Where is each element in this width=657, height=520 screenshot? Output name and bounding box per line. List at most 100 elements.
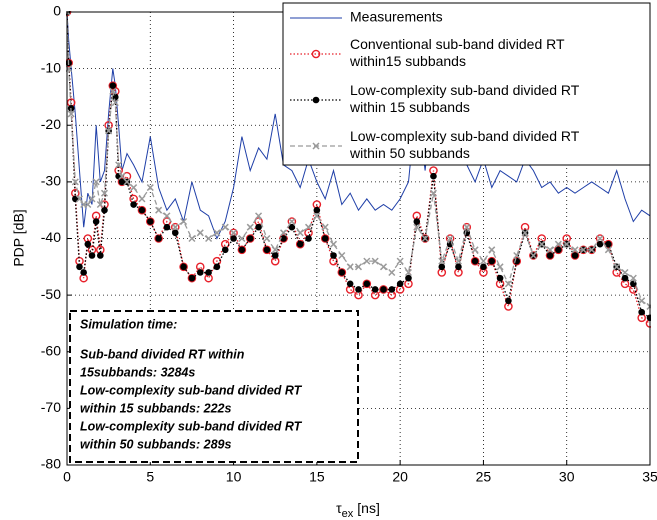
marker [329, 240, 338, 248]
marker [280, 229, 288, 237]
marker [271, 246, 279, 254]
marker [604, 246, 612, 254]
marker [455, 263, 462, 271]
marker [100, 189, 109, 197]
marker [67, 110, 75, 118]
marker [613, 263, 621, 271]
marker [487, 256, 497, 266]
x-axis-label: τex [ns] [336, 500, 380, 520]
y-tick-label: -30 [41, 173, 61, 189]
marker [621, 268, 629, 277]
marker [97, 252, 104, 259]
marker [521, 229, 529, 237]
marker [280, 235, 287, 242]
marker [396, 257, 404, 265]
marker [638, 308, 645, 316]
marker [154, 234, 163, 243]
marker [362, 279, 372, 289]
marker [371, 257, 379, 265]
marker [146, 184, 154, 192]
marker [237, 245, 247, 255]
marker [230, 229, 238, 237]
y-tick-label: 0 [53, 3, 61, 19]
marker [271, 252, 279, 259]
marker [255, 212, 263, 220]
marker [337, 268, 347, 277]
legend-label: Conventional sub-band divided RT [350, 36, 565, 52]
marker [84, 200, 92, 209]
marker [554, 240, 562, 248]
marker [312, 96, 320, 104]
marker [555, 246, 562, 254]
marker [138, 206, 146, 214]
marker [92, 218, 100, 225]
marker [295, 239, 305, 249]
marker [246, 223, 254, 231]
marker [346, 263, 354, 271]
marker [171, 223, 179, 231]
marker [305, 235, 312, 242]
marker [570, 251, 580, 260]
marker [80, 269, 87, 276]
marker [338, 269, 346, 276]
marker [529, 251, 538, 260]
marker [255, 223, 262, 231]
legend-label: within 15 subbands [349, 99, 470, 115]
marker [413, 223, 421, 231]
y-tick-label: -60 [41, 342, 61, 358]
marker [146, 218, 154, 225]
marker [470, 256, 480, 266]
marker [379, 285, 388, 294]
marker [179, 262, 188, 272]
x-tick-label: 25 [476, 469, 492, 485]
marker [163, 212, 171, 220]
marker [155, 206, 163, 214]
marker [111, 99, 119, 107]
marker [288, 223, 296, 231]
x-tick-label: 10 [226, 469, 242, 485]
marker [471, 246, 479, 254]
marker [196, 269, 204, 276]
annotation-text: 15subbands: 3284s [80, 365, 195, 379]
y-tick-label: -70 [41, 399, 61, 415]
annotation-text: Simulation time: [80, 317, 177, 331]
marker [288, 217, 296, 226]
marker [115, 161, 123, 169]
marker [512, 256, 522, 266]
marker [363, 257, 371, 265]
x-label-symbol: τ [336, 500, 342, 516]
marker [88, 252, 96, 259]
marker [354, 263, 363, 271]
marker [118, 172, 126, 180]
marker [529, 251, 537, 260]
marker [230, 235, 237, 242]
marker [379, 263, 388, 271]
marker [363, 280, 371, 288]
marker [88, 195, 96, 203]
marker [246, 235, 254, 242]
marker [388, 286, 396, 293]
marker [312, 142, 320, 150]
marker [245, 234, 255, 243]
x-tick-label: 35 [642, 469, 657, 485]
marker [454, 257, 462, 265]
marker [96, 200, 104, 209]
marker [188, 234, 196, 243]
marker [188, 274, 196, 282]
marker [638, 297, 646, 305]
marker [546, 252, 554, 259]
marker [187, 273, 197, 283]
marker [621, 274, 629, 282]
marker [479, 257, 487, 265]
marker [238, 234, 246, 243]
marker [196, 229, 204, 237]
marker [438, 263, 446, 271]
marker [321, 235, 329, 242]
marker [579, 246, 587, 254]
y-tick-label: -10 [41, 59, 61, 75]
marker [92, 178, 100, 186]
marker [262, 245, 272, 255]
marker [279, 234, 288, 243]
marker [463, 223, 471, 231]
marker [429, 189, 437, 197]
